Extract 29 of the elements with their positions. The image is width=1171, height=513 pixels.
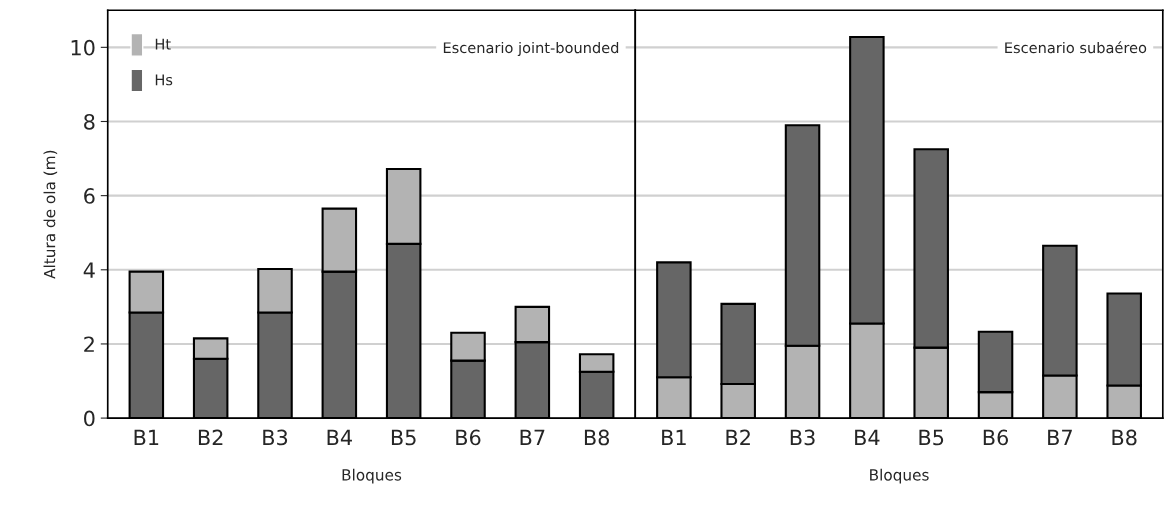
x-tick-label: B7	[520, 429, 545, 446]
y-tick-label: 2	[84, 336, 94, 352]
y-tick-label: 0	[84, 410, 95, 427]
annotation: Escenario joint-bounded	[443, 41, 619, 57]
x-tick-label: B5	[919, 429, 944, 446]
legend-label: Ht	[155, 38, 171, 50]
x-axis-title: Bloques	[342, 468, 402, 484]
x-tick-label: B3	[790, 429, 815, 446]
x-tick-label: B1	[662, 429, 686, 446]
y-tick-label: 6	[84, 188, 95, 204]
y-tick-label: 10	[71, 39, 95, 56]
y-tick-label: 4	[83, 262, 95, 278]
x-tick-label: B4	[855, 429, 880, 446]
x-tick-label: B2	[726, 429, 750, 446]
x-tick-label: B1	[134, 429, 159, 446]
x-tick-label: B4	[327, 429, 352, 446]
x-tick-label: B2	[198, 429, 223, 446]
x-tick-label: B3	[263, 429, 288, 446]
x-axis-title: Bloques	[870, 468, 929, 484]
x-tick-label: B6	[456, 429, 481, 446]
annotation: Escenario subaéreo	[1005, 41, 1147, 54]
x-tick-label: B8	[584, 429, 610, 446]
y-tick-label: 8	[84, 113, 95, 130]
legend-label: Hs	[155, 74, 173, 86]
y-axis-title: Altura de ola (m)	[43, 150, 58, 279]
x-tick-label: B6	[983, 429, 1008, 446]
x-tick-label: B8	[1112, 429, 1137, 446]
x-tick-label: B5	[391, 429, 416, 446]
x-tick-label: B7	[1048, 429, 1072, 446]
